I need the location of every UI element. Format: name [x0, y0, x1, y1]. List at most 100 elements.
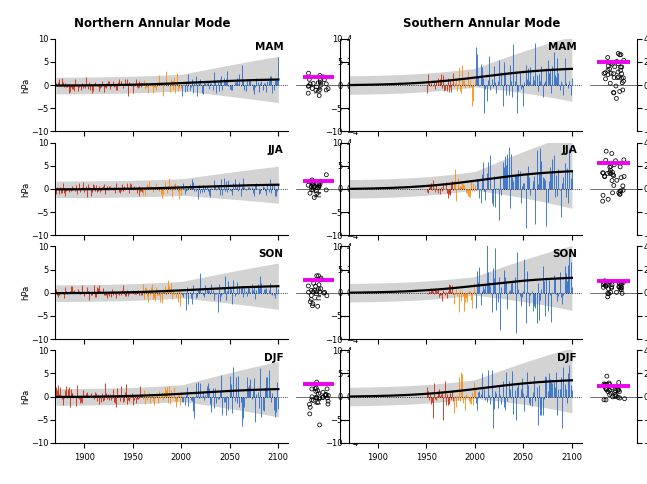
Point	[609, 74, 619, 81]
Point	[614, 279, 624, 287]
Point	[315, 79, 325, 87]
Point	[597, 169, 608, 177]
Point	[608, 393, 618, 401]
Point	[607, 281, 617, 288]
Point	[311, 393, 322, 401]
Point	[615, 190, 625, 198]
Point	[611, 94, 622, 102]
Point	[303, 82, 314, 90]
Point	[303, 182, 313, 189]
Point	[306, 182, 316, 190]
Point	[599, 380, 609, 388]
Point	[603, 62, 613, 70]
Point	[314, 182, 324, 190]
Point	[611, 82, 621, 90]
Point	[314, 72, 325, 79]
Text: Southern Annular Mode: Southern Annular Mode	[403, 17, 561, 30]
Point	[607, 384, 617, 392]
Point	[604, 379, 614, 387]
Point	[316, 276, 327, 284]
Point	[617, 63, 627, 71]
Point	[616, 280, 626, 288]
Point	[602, 289, 613, 297]
Point	[309, 279, 319, 287]
Point	[604, 290, 614, 298]
Point	[314, 421, 325, 429]
Point	[312, 190, 322, 197]
Point	[316, 81, 326, 89]
Point	[617, 284, 627, 291]
Y-axis label: hPa: hPa	[353, 181, 362, 197]
Point	[303, 288, 314, 296]
Point	[313, 399, 323, 407]
Point	[315, 76, 325, 84]
Point	[314, 394, 325, 402]
Point	[607, 177, 617, 184]
Point	[606, 284, 617, 292]
Point	[305, 403, 315, 411]
Point	[613, 73, 624, 81]
Point	[307, 385, 317, 393]
Point	[606, 288, 616, 296]
Point	[602, 280, 613, 288]
Point	[303, 69, 314, 77]
Point	[608, 70, 619, 77]
Point	[311, 387, 321, 395]
Point	[313, 272, 324, 280]
Point	[609, 161, 619, 169]
Point	[308, 288, 318, 296]
Point	[604, 168, 615, 176]
Text: JJA: JJA	[561, 145, 577, 155]
Point	[311, 378, 322, 386]
Point	[599, 70, 609, 77]
Point	[314, 288, 325, 296]
Point	[305, 410, 315, 418]
Point	[308, 182, 318, 189]
Point	[317, 393, 327, 401]
Point	[313, 387, 323, 394]
Point	[606, 389, 616, 397]
Point	[603, 66, 613, 74]
Point	[615, 187, 626, 195]
Point	[311, 86, 321, 94]
Point	[611, 58, 622, 65]
Point	[617, 79, 628, 87]
Point	[306, 287, 316, 294]
Point	[602, 372, 612, 380]
Point	[321, 391, 331, 398]
Point	[314, 91, 324, 99]
Point	[603, 196, 613, 203]
Point	[615, 63, 626, 71]
Point	[320, 392, 331, 399]
Point	[601, 396, 611, 404]
Point	[613, 386, 624, 394]
Point	[321, 186, 331, 194]
Point	[611, 387, 621, 394]
Point	[305, 298, 316, 305]
Point	[616, 51, 626, 59]
Point	[619, 156, 629, 164]
Point	[307, 181, 318, 188]
Text: SON: SON	[552, 249, 577, 259]
Y-axis label: hPa: hPa	[21, 389, 30, 404]
Point	[308, 396, 318, 404]
Point	[305, 80, 316, 88]
Point	[314, 281, 324, 288]
Point	[612, 74, 622, 81]
Point	[608, 171, 618, 179]
Point	[314, 183, 324, 191]
Point	[606, 283, 617, 291]
Point	[307, 186, 317, 194]
Point	[303, 82, 314, 90]
Point	[600, 380, 610, 388]
Point	[314, 181, 324, 188]
Point	[598, 192, 608, 199]
Point	[607, 150, 617, 157]
Point	[613, 393, 623, 401]
Point	[600, 384, 611, 392]
Point	[318, 73, 329, 81]
Point	[616, 174, 626, 182]
Point	[614, 388, 624, 395]
Point	[322, 385, 333, 393]
Point	[616, 284, 626, 291]
